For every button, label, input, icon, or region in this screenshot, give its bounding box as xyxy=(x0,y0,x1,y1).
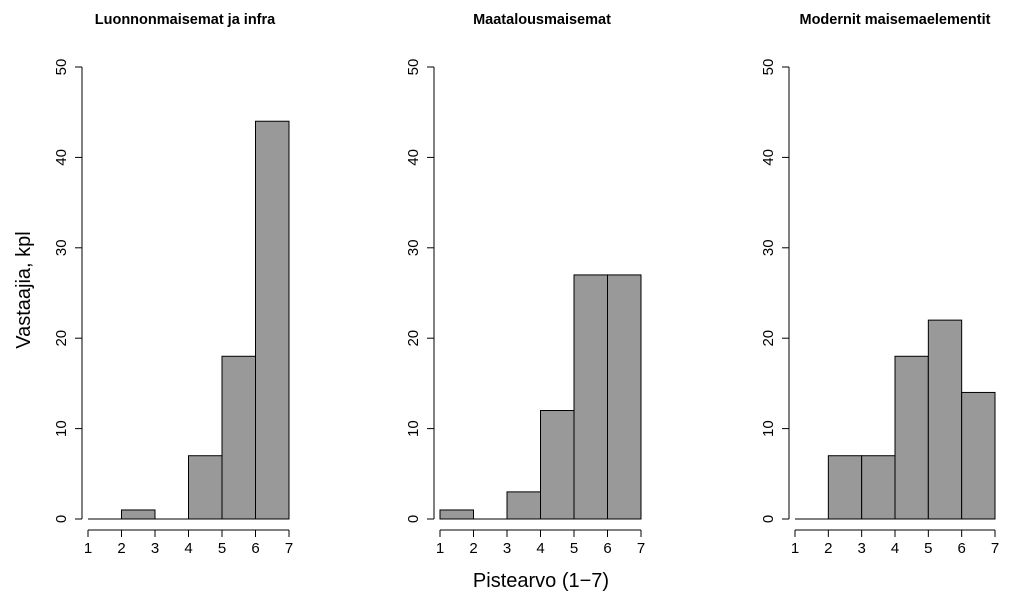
bar xyxy=(121,509,156,520)
y-tick-label: 20 xyxy=(53,330,70,347)
bar xyxy=(894,355,929,520)
bar xyxy=(439,509,474,520)
bar xyxy=(255,120,290,520)
y-tick-label: 10 xyxy=(53,420,70,437)
y-tick-label: 10 xyxy=(405,420,422,437)
x-tick-label: 3 xyxy=(151,540,159,557)
panel-title: Luonnonmaisemat ja infra xyxy=(95,12,276,28)
y-tick-label: 0 xyxy=(53,515,70,523)
y-tick-label: 40 xyxy=(53,149,70,166)
x-tick-label: 2 xyxy=(824,540,832,557)
x-tick-label: 7 xyxy=(285,540,293,557)
bar xyxy=(540,410,575,520)
x-tick-label: 5 xyxy=(924,540,932,557)
x-tick-label: 2 xyxy=(469,540,477,557)
bar xyxy=(221,355,256,520)
x-axis-label: Pistearvo (1−7) xyxy=(473,570,609,592)
x-tick-label: 7 xyxy=(637,540,645,557)
x-tick-label: 4 xyxy=(536,540,544,557)
x-tick-label: 1 xyxy=(436,540,444,557)
x-tick-label: 4 xyxy=(891,540,899,557)
y-tick-label: 10 xyxy=(760,420,777,437)
panel-title: Modernit maisemaelementit xyxy=(800,12,991,28)
bar xyxy=(573,274,608,520)
x-tick-label: 6 xyxy=(957,540,965,557)
bar xyxy=(927,319,963,520)
x-tick-label: 4 xyxy=(184,540,192,557)
panel-title: Maatalousmaisemat xyxy=(473,12,611,28)
x-tick-label: 1 xyxy=(791,540,799,557)
bar xyxy=(506,491,541,520)
bar xyxy=(607,274,642,520)
y-tick-label: 40 xyxy=(405,149,422,166)
y-tick-label: 0 xyxy=(760,515,777,523)
y-tick-label: 50 xyxy=(760,59,777,76)
y-tick-label: 50 xyxy=(53,59,70,76)
x-tick-label: 3 xyxy=(857,540,865,557)
bar xyxy=(961,391,996,520)
x-tick-label: 3 xyxy=(503,540,511,557)
y-axis-label: Vastaajia, kpl xyxy=(13,231,35,348)
y-tick-label: 40 xyxy=(760,149,777,166)
y-tick-label: 50 xyxy=(405,59,422,76)
x-tick-label: 5 xyxy=(218,540,226,557)
x-tick-label: 6 xyxy=(251,540,259,557)
bar xyxy=(827,455,863,520)
y-tick-label: 0 xyxy=(405,515,422,523)
x-tick-label: 5 xyxy=(570,540,578,557)
y-tick-label: 30 xyxy=(405,239,422,256)
y-tick-label: 20 xyxy=(405,330,422,347)
y-tick-label: 20 xyxy=(760,330,777,347)
bar xyxy=(861,455,896,520)
x-tick-label: 6 xyxy=(603,540,611,557)
x-tick-label: 7 xyxy=(991,540,999,557)
bar xyxy=(188,455,223,520)
x-tick-label: 2 xyxy=(117,540,125,557)
x-tick-label: 1 xyxy=(84,540,92,557)
y-tick-label: 30 xyxy=(53,239,70,256)
y-tick-label: 30 xyxy=(760,239,777,256)
